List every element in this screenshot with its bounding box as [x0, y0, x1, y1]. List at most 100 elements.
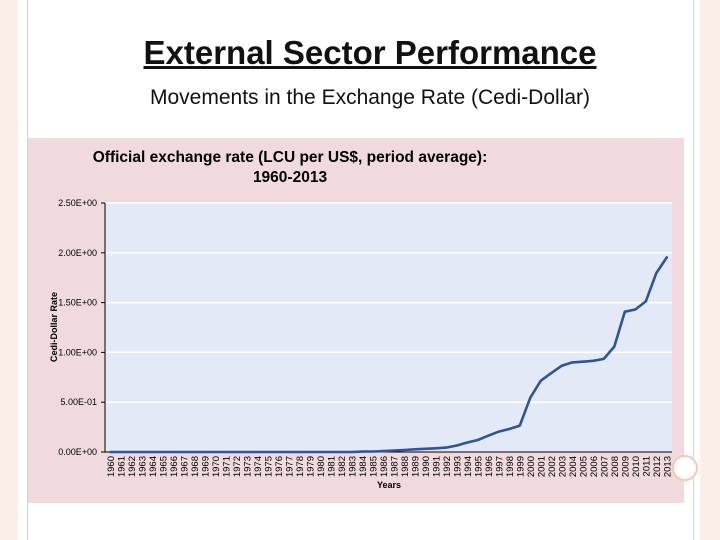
- series-line: [109, 256, 669, 454]
- data-point: [119, 451, 122, 453]
- data-point: [655, 272, 658, 274]
- data-point: [350, 451, 353, 453]
- x-tick-label: 1997: [494, 456, 505, 477]
- x-tick-label: 1986: [379, 456, 390, 477]
- x-tick-label: 1983: [347, 456, 358, 477]
- x-tick-label: 1965: [158, 456, 169, 477]
- x-tick-label: 1992: [442, 456, 453, 477]
- x-tick-label: 1987: [389, 456, 400, 477]
- data-point: [140, 451, 143, 453]
- data-point: [497, 430, 500, 433]
- y-tick-label: 2.00E+00: [58, 248, 97, 258]
- data-point: [466, 441, 469, 444]
- x-tick-label: 1982: [337, 456, 348, 477]
- x-axis-title: Years: [377, 480, 401, 490]
- x-tick-label: 2000: [526, 456, 537, 477]
- data-point: [529, 396, 532, 399]
- x-tick-label: 2008: [610, 456, 621, 477]
- y-tick-label: 0.00E+00: [58, 447, 97, 457]
- data-point: [256, 451, 259, 453]
- x-tick-label: 2001: [536, 456, 547, 477]
- data-point: [172, 451, 175, 453]
- x-tick-label: 1966: [169, 456, 180, 477]
- x-tick-label: 1961: [116, 456, 127, 477]
- x-tick-label: 1973: [242, 456, 253, 477]
- x-tick-label: 2011: [641, 456, 652, 476]
- x-tick-label: 2009: [620, 456, 631, 477]
- y-tick-label: 5.00E-01: [60, 397, 97, 407]
- data-point: [634, 308, 637, 311]
- y-tick-label: 1.00E+00: [58, 347, 97, 357]
- data-point: [287, 451, 290, 453]
- x-tick-label: 1974: [253, 456, 264, 477]
- data-point: [151, 451, 154, 453]
- data-point: [602, 358, 605, 360]
- data-point: [161, 451, 164, 453]
- x-tick-label: 2003: [557, 456, 568, 477]
- data-point: [235, 451, 238, 453]
- x-tick-label: 1993: [452, 456, 463, 477]
- x-tick-label: 1991: [431, 456, 442, 477]
- data-point: [245, 451, 248, 453]
- data-point: [224, 451, 227, 453]
- data-point: [581, 360, 584, 363]
- x-tick-label: 2012: [652, 456, 663, 477]
- chart-title: Official exchange rate (LCU per US$, per…: [92, 149, 488, 186]
- data-point: [329, 451, 332, 453]
- x-tick-label: 1981: [326, 456, 337, 477]
- data-point: [266, 451, 269, 453]
- x-tick-label: 1976: [274, 456, 285, 477]
- x-tick-label: 2007: [599, 456, 610, 477]
- data-point: [445, 446, 448, 449]
- data-point: [508, 428, 511, 430]
- x-tick-label: 2004: [568, 456, 579, 477]
- x-tick-label: 2002: [547, 456, 558, 477]
- data-point: [308, 451, 311, 453]
- data-point: [518, 424, 521, 427]
- left-decor-line: [27, 0, 28, 540]
- x-tick-label: 1972: [232, 456, 243, 477]
- slide-title: External Sector Performance: [143, 34, 597, 71]
- data-point: [214, 451, 217, 453]
- x-tick-label: 1990: [421, 456, 432, 477]
- data-point: [487, 434, 490, 437]
- y-tick-label: 2.50E+00: [58, 198, 97, 208]
- x-tick-label: 1988: [400, 456, 411, 477]
- data-point: [455, 444, 458, 447]
- data-point: [592, 359, 595, 362]
- x-tick-label: 1969: [200, 456, 211, 477]
- x-tick-label: 1984: [358, 456, 369, 477]
- data-point: [371, 450, 374, 453]
- data-point: [539, 379, 542, 382]
- data-point: [560, 364, 563, 367]
- data-point: [382, 450, 385, 452]
- right-decor-line: [693, 0, 694, 540]
- corner-decor-circle: [672, 455, 698, 481]
- data-point: [193, 451, 196, 453]
- data-point: [203, 451, 206, 453]
- x-tick-label: 1968: [190, 456, 201, 477]
- data-point: [109, 451, 112, 453]
- x-tick-label: 1980: [316, 456, 327, 477]
- x-tick-label: 1977: [284, 456, 295, 477]
- x-tick-label: 1979: [305, 456, 316, 477]
- x-tick-label: 2013: [662, 456, 673, 477]
- data-point: [434, 447, 437, 450]
- data-point: [298, 451, 301, 453]
- data-point: [182, 451, 185, 453]
- slide-subtitle: Movements in the Exchange Rate (Cedi-Dol…: [149, 86, 591, 109]
- x-tick-label: 1967: [179, 456, 190, 477]
- x-tick-label: 1970: [211, 456, 222, 477]
- x-tick-label: 1960: [106, 456, 117, 477]
- data-point: [571, 361, 574, 364]
- x-tick-label: 1996: [484, 456, 495, 477]
- plot-area: [105, 203, 672, 452]
- data-point: [130, 451, 133, 453]
- data-point: [413, 448, 416, 451]
- data-point: [277, 451, 280, 453]
- x-tick-label: 1998: [505, 456, 516, 477]
- y-axis-title: Cedi-Dollar Rate: [49, 292, 59, 362]
- data-point: [644, 300, 647, 303]
- x-tick-label: 1994: [463, 456, 474, 477]
